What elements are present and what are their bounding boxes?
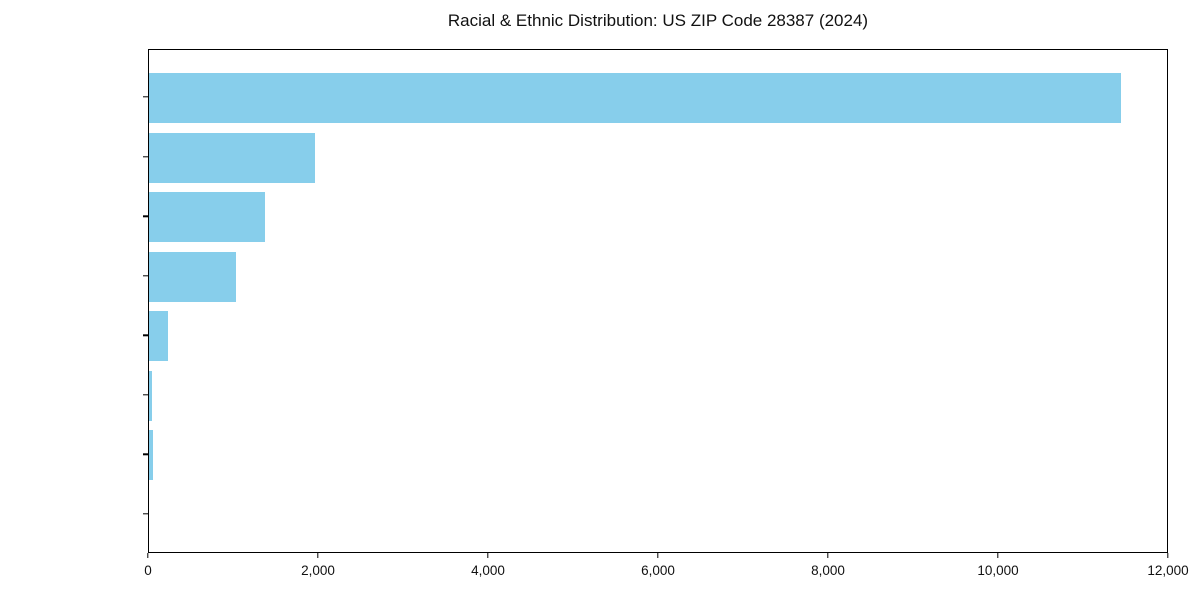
bar-white-non-hispanic bbox=[149, 73, 1121, 123]
x-tick-mark bbox=[147, 553, 149, 558]
x-tick-label-2-000: 2,000 bbox=[301, 563, 335, 578]
y-tick-mark bbox=[143, 453, 148, 456]
bar-asian bbox=[149, 311, 169, 362]
x-tick-mark bbox=[317, 553, 319, 558]
x-tick-label-12-000: 12,000 bbox=[1147, 563, 1189, 578]
y-tick-mark bbox=[143, 96, 148, 98]
bar-hispanic-or-latino bbox=[149, 192, 266, 243]
y-tick-mark bbox=[143, 334, 148, 336]
x-tick-label-10-000: 10,000 bbox=[977, 563, 1019, 578]
y-tick-mark bbox=[143, 155, 148, 158]
y-tick-mark bbox=[143, 513, 148, 515]
bar-two-or-more-races bbox=[149, 251, 236, 302]
plot-area bbox=[148, 49, 1168, 553]
x-tick-mark bbox=[487, 553, 489, 558]
bar-native-american bbox=[149, 430, 154, 481]
x-tick-label-0: 0 bbox=[144, 563, 152, 578]
x-tick-mark bbox=[657, 553, 659, 558]
chart-title: Racial & Ethnic Distribution: US ZIP Cod… bbox=[447, 11, 869, 30]
x-tick-mark bbox=[827, 553, 829, 558]
bar-other-race bbox=[149, 370, 152, 421]
bar-black-african-american bbox=[149, 132, 315, 183]
x-tick-mark bbox=[997, 553, 999, 558]
x-tick-label-6-000: 6,000 bbox=[641, 563, 675, 578]
x-tick-label-4-000: 4,000 bbox=[471, 563, 505, 578]
x-tick-mark bbox=[1167, 553, 1169, 558]
y-tick-mark bbox=[143, 275, 148, 277]
x-tick-label-8-000: 8,000 bbox=[811, 563, 845, 578]
y-tick-mark bbox=[143, 215, 148, 217]
y-tick-mark bbox=[143, 394, 148, 396]
